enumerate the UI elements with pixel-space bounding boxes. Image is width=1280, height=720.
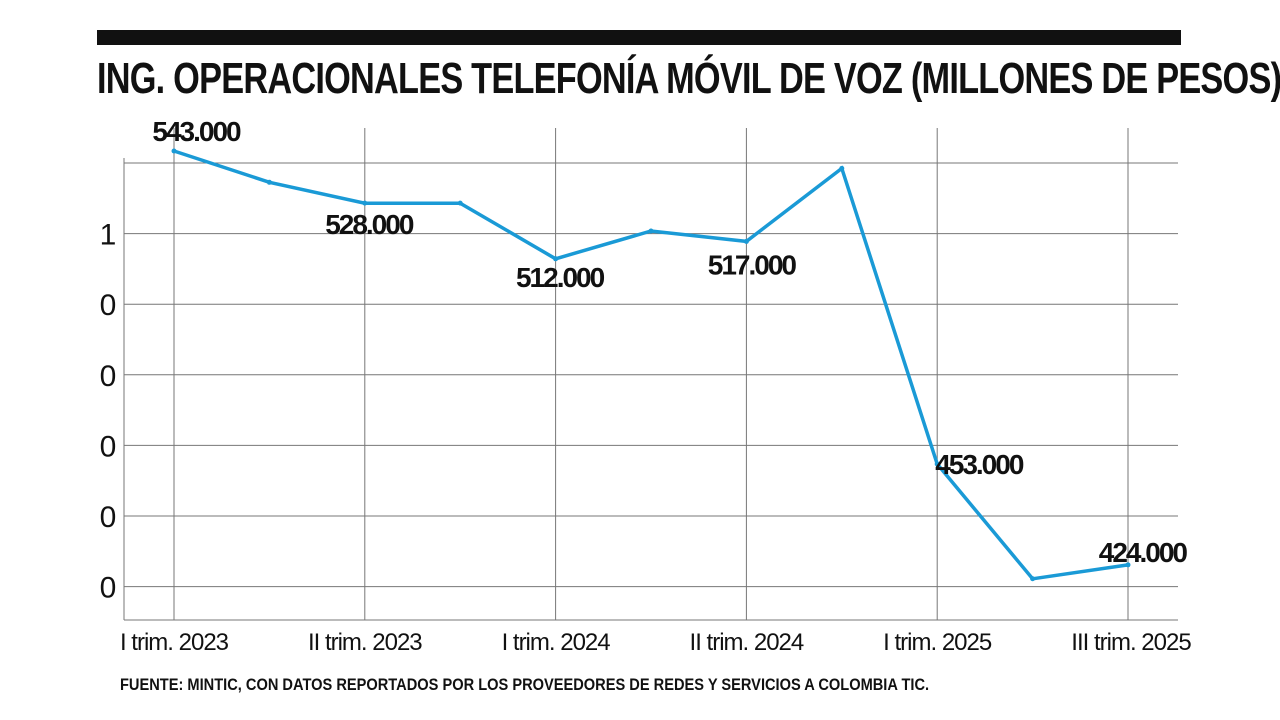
x-tick-label: I trim. 2023 [120, 629, 229, 656]
data-point [934, 461, 940, 467]
data-point [553, 256, 559, 262]
data-point [266, 179, 272, 185]
data-point [457, 200, 463, 206]
y-tick-label: 0 [100, 430, 117, 463]
data-point [1030, 576, 1036, 582]
header-rule [97, 30, 1181, 45]
chart-title: ING. OPERACIONALES TELEFONÍA MÓVIL DE VO… [97, 54, 1280, 103]
series-line [173, 149, 1129, 581]
data-label: 424.000 [1099, 537, 1188, 568]
source-note: FUENTE: MINTIC, CON DATOS REPORTADOS POR… [120, 675, 930, 694]
y-tick-label: 0 [100, 360, 117, 393]
y-tick-label: 1 [100, 219, 117, 252]
y-tick-label: 0 [100, 501, 117, 534]
data-point [1125, 562, 1131, 568]
data-label: 512.000 [516, 262, 605, 293]
data-point [171, 148, 177, 154]
data-point [743, 238, 749, 244]
data-point [362, 200, 368, 206]
x-tick-label: II trim. 2024 [690, 629, 804, 656]
data-label: 543.000 [152, 116, 241, 147]
data-label: 453.000 [935, 449, 1024, 480]
data-point [648, 228, 654, 234]
axes: 0 0 0 0 0 1 I trim. 2023 II trim. 2023 I trim. 2… [100, 158, 1192, 656]
y-tick-label: 0 [100, 289, 117, 322]
series-layer [171, 148, 1131, 582]
x-tick-label: II trim. 2023 [308, 629, 422, 656]
data-label: 517.000 [708, 249, 797, 280]
grid [124, 128, 1178, 620]
data-point [839, 165, 845, 171]
x-tick-label: I trim. 2024 [502, 629, 611, 656]
x-tick-label: III trim. 2025 [1071, 629, 1191, 656]
data-label: 528.000 [325, 209, 414, 240]
y-tick-label: 0 [100, 572, 117, 605]
data-labels: 543.000 528.000 512.000 517.000 453.000 424.0… [152, 116, 1189, 568]
x-tick-label: I trim. 2025 [883, 629, 992, 656]
